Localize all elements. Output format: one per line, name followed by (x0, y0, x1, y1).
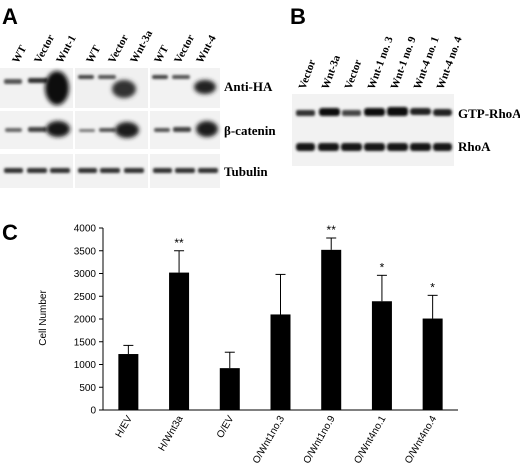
x-tick-label: O/EV (215, 414, 237, 440)
bar (371, 301, 392, 410)
bar (270, 314, 291, 410)
lane-label: Wnt-1 (54, 33, 79, 65)
blot-tubulin (0, 154, 220, 188)
x-tick-label: H/Wnt3a (157, 414, 186, 454)
panel-a-letter: A (2, 4, 18, 29)
y-tick-label: 1000 (74, 360, 97, 371)
lane-label: WT (84, 43, 104, 65)
bar (422, 318, 443, 410)
lane-label: Wnt-4 (194, 33, 219, 66)
x-tick-label: O/Wnt1no.9 (302, 414, 338, 465)
y-tick-label: 2500 (74, 292, 97, 303)
blot-rhoa (292, 134, 454, 166)
y-ticks: 0 500 1000 1500 2000 2500 3000 3500 4000 (74, 224, 103, 417)
lane-label: Vector (343, 58, 365, 91)
error-bars (123, 237, 438, 369)
y-tick-label: 1500 (74, 337, 97, 348)
x-tick-label: O/Wnt4no.1 (352, 414, 388, 465)
y-tick-label: 4000 (74, 224, 97, 235)
bar (169, 272, 190, 410)
lane-label: WT (10, 43, 30, 65)
x-tick-label: O/Wnt1no.3 (251, 414, 287, 465)
bars (118, 249, 443, 410)
row-label-anti-ha: Anti-HA (224, 79, 273, 94)
panel-b-letter: B (290, 4, 306, 29)
x-tick-label: O/Wnt4no.4 (403, 414, 439, 465)
x-tick-label: H/EV (114, 414, 135, 440)
blot-anti-ha (0, 68, 220, 108)
panel-c: C Cell Number 0 500 1000 1500 2000 2500 3000 35… (2, 220, 458, 465)
blot-beta-catenin (0, 111, 220, 149)
significance-mark: ** (327, 223, 337, 237)
bar (219, 368, 240, 410)
row-label-rhoa: RhoA (458, 139, 491, 154)
bar (118, 354, 139, 410)
y-tick-label: 2000 (74, 315, 97, 326)
row-label-beta-catenin: β-catenin (224, 123, 276, 138)
x-tick-labels: H/EV H/Wnt3a O/EV O/Wnt1no.3 O/Wnt1no.9 O/Wnt… (114, 414, 440, 465)
panel-c-letter: C (2, 220, 18, 245)
significance-mark: * (430, 280, 435, 294)
significance-mark: * (380, 260, 385, 274)
lane-label: Wnt-3a (320, 53, 344, 91)
blot-gtp-rhoa (292, 94, 454, 134)
lane-label: WT (152, 43, 172, 65)
row-label-gtp-rhoa: GTP-RhoA (458, 106, 520, 121)
y-tick-label: 500 (79, 383, 96, 394)
y-tick-label: 3000 (74, 269, 97, 280)
panel-a-lane-labels: WT Vector Wnt-1 WT Vector Wnt-3a WT Vect… (10, 28, 219, 65)
significance-marks: ****** (174, 223, 435, 294)
panel-b-lane-labels: Vector Wnt-3a Vector Wnt-1 no. 3 Wnt-1 n… (297, 34, 465, 91)
y-axis-label: Cell Number (38, 290, 49, 346)
lane-label: Vector (297, 58, 319, 91)
row-label-tubulin: Tubulin (224, 164, 268, 179)
significance-mark: ** (174, 236, 184, 250)
panel-a: A WT Vector Wnt-1 WT Vector Wnt-3a WT Ve… (0, 4, 276, 188)
y-tick-label: 3500 (74, 246, 97, 257)
y-tick-label: 0 (90, 406, 96, 417)
bar (321, 249, 342, 410)
panel-b: B Vector Wnt-3a Vector Wnt-1 no. 3 Wnt-1… (290, 4, 520, 166)
